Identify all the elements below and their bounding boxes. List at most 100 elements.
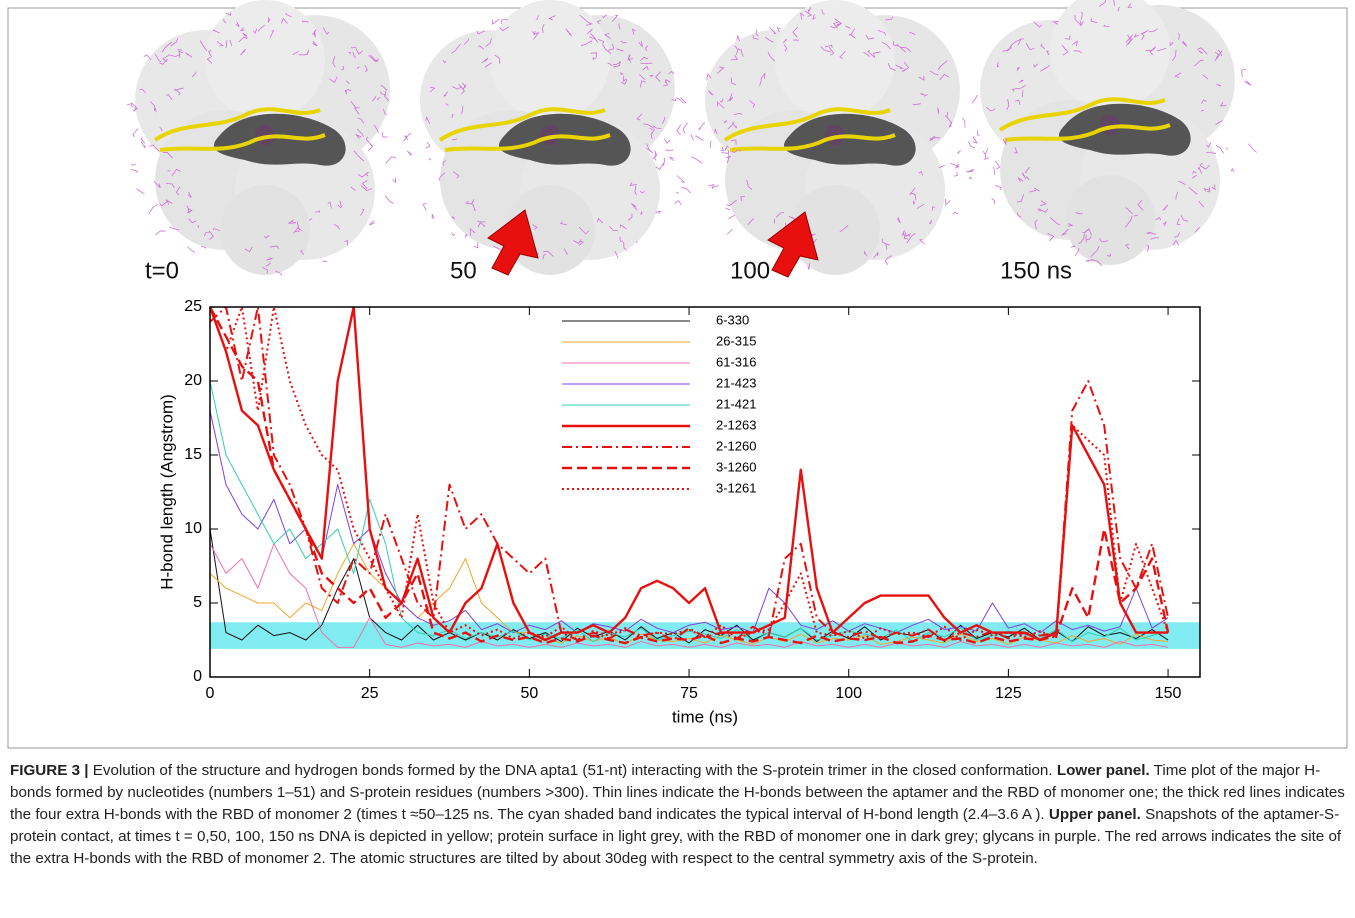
glycan [972, 136, 978, 144]
glycan [598, 38, 605, 45]
glycan [721, 150, 729, 154]
glycan [939, 73, 950, 81]
glycan [367, 144, 374, 152]
glycan [1038, 208, 1049, 213]
snapshot [406, 0, 691, 277]
glycan [1180, 215, 1189, 222]
glycan [1033, 63, 1038, 68]
glycan [892, 41, 899, 47]
x-tick-label: 50 [520, 685, 538, 702]
glycan [646, 148, 652, 153]
glycan [1021, 90, 1024, 98]
glycan [360, 208, 365, 216]
glycan [425, 116, 431, 124]
glycan [155, 230, 166, 236]
glycan [287, 219, 294, 224]
glycan [301, 20, 309, 23]
glycan [962, 117, 966, 128]
glycan [1244, 80, 1252, 86]
glycan [1075, 211, 1083, 215]
glycan [995, 160, 1001, 170]
glycan [364, 64, 368, 73]
glycan [171, 168, 181, 177]
glycan [566, 30, 571, 36]
glycan [341, 65, 345, 71]
glycan [476, 30, 486, 35]
glycan [225, 12, 232, 16]
glycan [356, 128, 364, 137]
glycan [638, 40, 643, 47]
glycan [620, 40, 627, 44]
glycan [344, 240, 348, 246]
glycan [1197, 166, 1202, 174]
glycan [451, 114, 454, 119]
glycan [1181, 40, 1188, 47]
glycan [739, 149, 742, 152]
glycan [938, 164, 945, 169]
glycan [654, 152, 657, 161]
glycan [1188, 186, 1198, 195]
glycan [807, 263, 811, 270]
glycan [535, 15, 539, 20]
glycan [267, 17, 271, 23]
caption-text: Evolution of the structure and hydrogen … [88, 762, 1057, 779]
glycan [728, 214, 735, 220]
snapshot [962, 0, 1257, 267]
glycan [1033, 21, 1043, 28]
glycan [369, 220, 375, 226]
glycan [353, 150, 365, 162]
glycan [1070, 245, 1076, 248]
glycan [143, 54, 152, 61]
glycan [185, 52, 193, 58]
glycan [909, 31, 916, 35]
glycan [1052, 21, 1059, 25]
snapshot-label: 50 [450, 257, 477, 284]
glycan [453, 171, 460, 179]
glycan [380, 84, 388, 91]
glycan [820, 46, 831, 53]
glycan [872, 51, 881, 58]
glycan [1007, 44, 1012, 52]
glycan [885, 243, 888, 250]
glycan [451, 138, 458, 141]
series-line [210, 380, 1169, 642]
glycan [239, 27, 245, 32]
glycan [350, 100, 357, 108]
glycan [1133, 214, 1138, 217]
chart: 0 25 50 75 100 125 150 0 5 10 15 20 25 time (ns) H-bon… [157, 298, 1201, 726]
glycan [1192, 170, 1197, 174]
glycan [292, 51, 299, 55]
glycan [1178, 180, 1186, 186]
glycan [261, 266, 268, 274]
glycan [623, 241, 627, 251]
glycan [492, 18, 500, 25]
glycan [601, 14, 607, 19]
glycan [312, 41, 318, 47]
glycan [740, 49, 744, 57]
glycan [909, 187, 916, 196]
x-tick-label: 125 [995, 685, 1022, 702]
glycan [675, 191, 679, 194]
glycan [1175, 191, 1179, 200]
protein [703, 0, 962, 277]
glycan [257, 24, 265, 32]
glycan [392, 177, 396, 184]
glycan [406, 150, 413, 156]
glycan [580, 40, 593, 46]
glycan [993, 166, 996, 175]
glycan [1172, 49, 1177, 62]
glycan [1085, 259, 1093, 262]
glycan [655, 162, 665, 170]
glycan [1073, 50, 1083, 53]
glycan [154, 53, 162, 63]
glycan [1018, 79, 1024, 83]
glycan [132, 128, 139, 137]
glycan [1149, 46, 1157, 56]
glycan [1017, 38, 1024, 46]
glycan [404, 135, 409, 141]
glycan [178, 50, 183, 59]
series-line [210, 307, 1170, 641]
glycan [734, 45, 739, 56]
glycan [187, 191, 192, 198]
glycan [671, 98, 677, 102]
